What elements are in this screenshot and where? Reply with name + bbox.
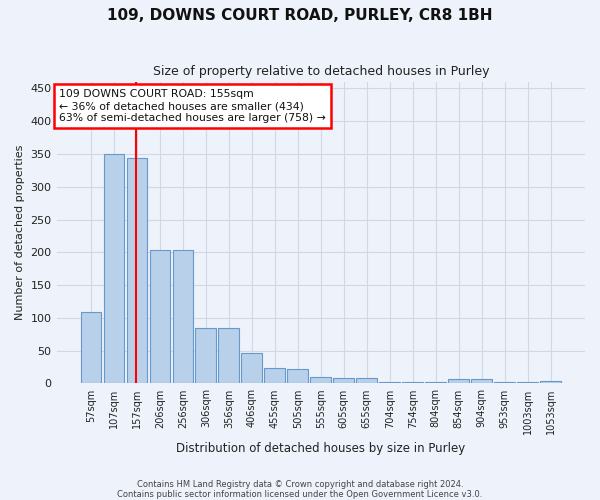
Bar: [334, 378, 354, 384]
Bar: [265, 368, 285, 384]
Bar: [472, 379, 492, 384]
Bar: [379, 382, 400, 384]
Bar: [80, 312, 101, 384]
Bar: [448, 379, 469, 384]
Bar: [241, 354, 262, 384]
Text: 109, DOWNS COURT ROAD, PURLEY, CR8 1BH: 109, DOWNS COURT ROAD, PURLEY, CR8 1BH: [107, 8, 493, 22]
Bar: [540, 381, 561, 384]
Bar: [127, 158, 147, 384]
Bar: [310, 377, 331, 384]
Bar: [494, 382, 515, 384]
X-axis label: Distribution of detached houses by size in Purley: Distribution of detached houses by size …: [176, 442, 466, 455]
Bar: [196, 328, 216, 384]
Text: Contains HM Land Registry data © Crown copyright and database right 2024.
Contai: Contains HM Land Registry data © Crown c…: [118, 480, 482, 499]
Bar: [403, 382, 423, 384]
Bar: [356, 378, 377, 384]
Text: 109 DOWNS COURT ROAD: 155sqm
← 36% of detached houses are smaller (434)
63% of s: 109 DOWNS COURT ROAD: 155sqm ← 36% of de…: [59, 90, 326, 122]
Bar: [104, 154, 124, 384]
Bar: [149, 250, 170, 384]
Title: Size of property relative to detached houses in Purley: Size of property relative to detached ho…: [152, 65, 489, 78]
Bar: [425, 382, 446, 384]
Y-axis label: Number of detached properties: Number of detached properties: [15, 145, 25, 320]
Bar: [287, 369, 308, 384]
Bar: [173, 250, 193, 384]
Bar: [517, 382, 538, 384]
Bar: [218, 328, 239, 384]
